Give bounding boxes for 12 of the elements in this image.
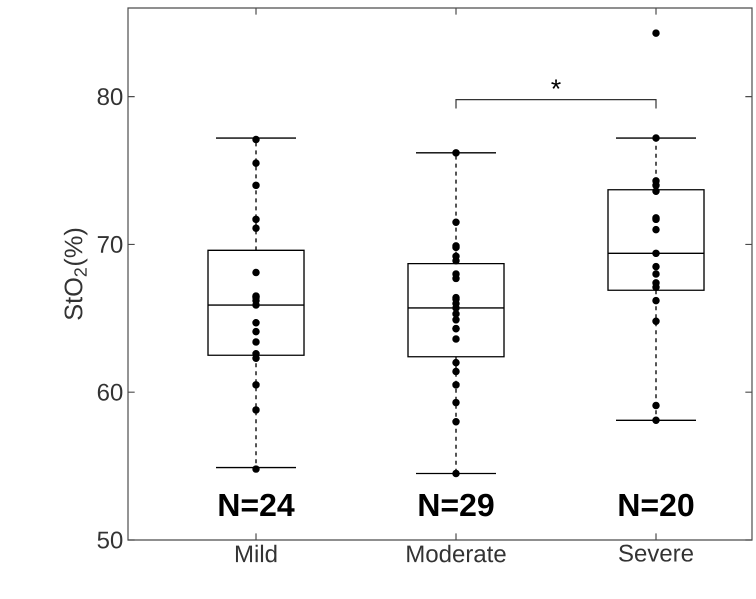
annotation: * [551, 80, 561, 89]
y-axis-title: StO$_{2}$(%) [64, 228, 88, 320]
y-tick-label: 60 [98, 384, 122, 401]
y-tick-label: 70 [98, 236, 122, 253]
y-tick-label: 80 [98, 88, 122, 106]
x-tick-label: Severe [619, 544, 693, 562]
x-tick-label: Moderate [407, 544, 506, 562]
annotation: N=24 [219, 494, 295, 516]
y-tick-label: 50 [98, 531, 122, 548]
x-tick-label: Mild [236, 544, 276, 562]
annotation: N=20 [619, 494, 694, 516]
annotation: N=29 [419, 494, 494, 516]
